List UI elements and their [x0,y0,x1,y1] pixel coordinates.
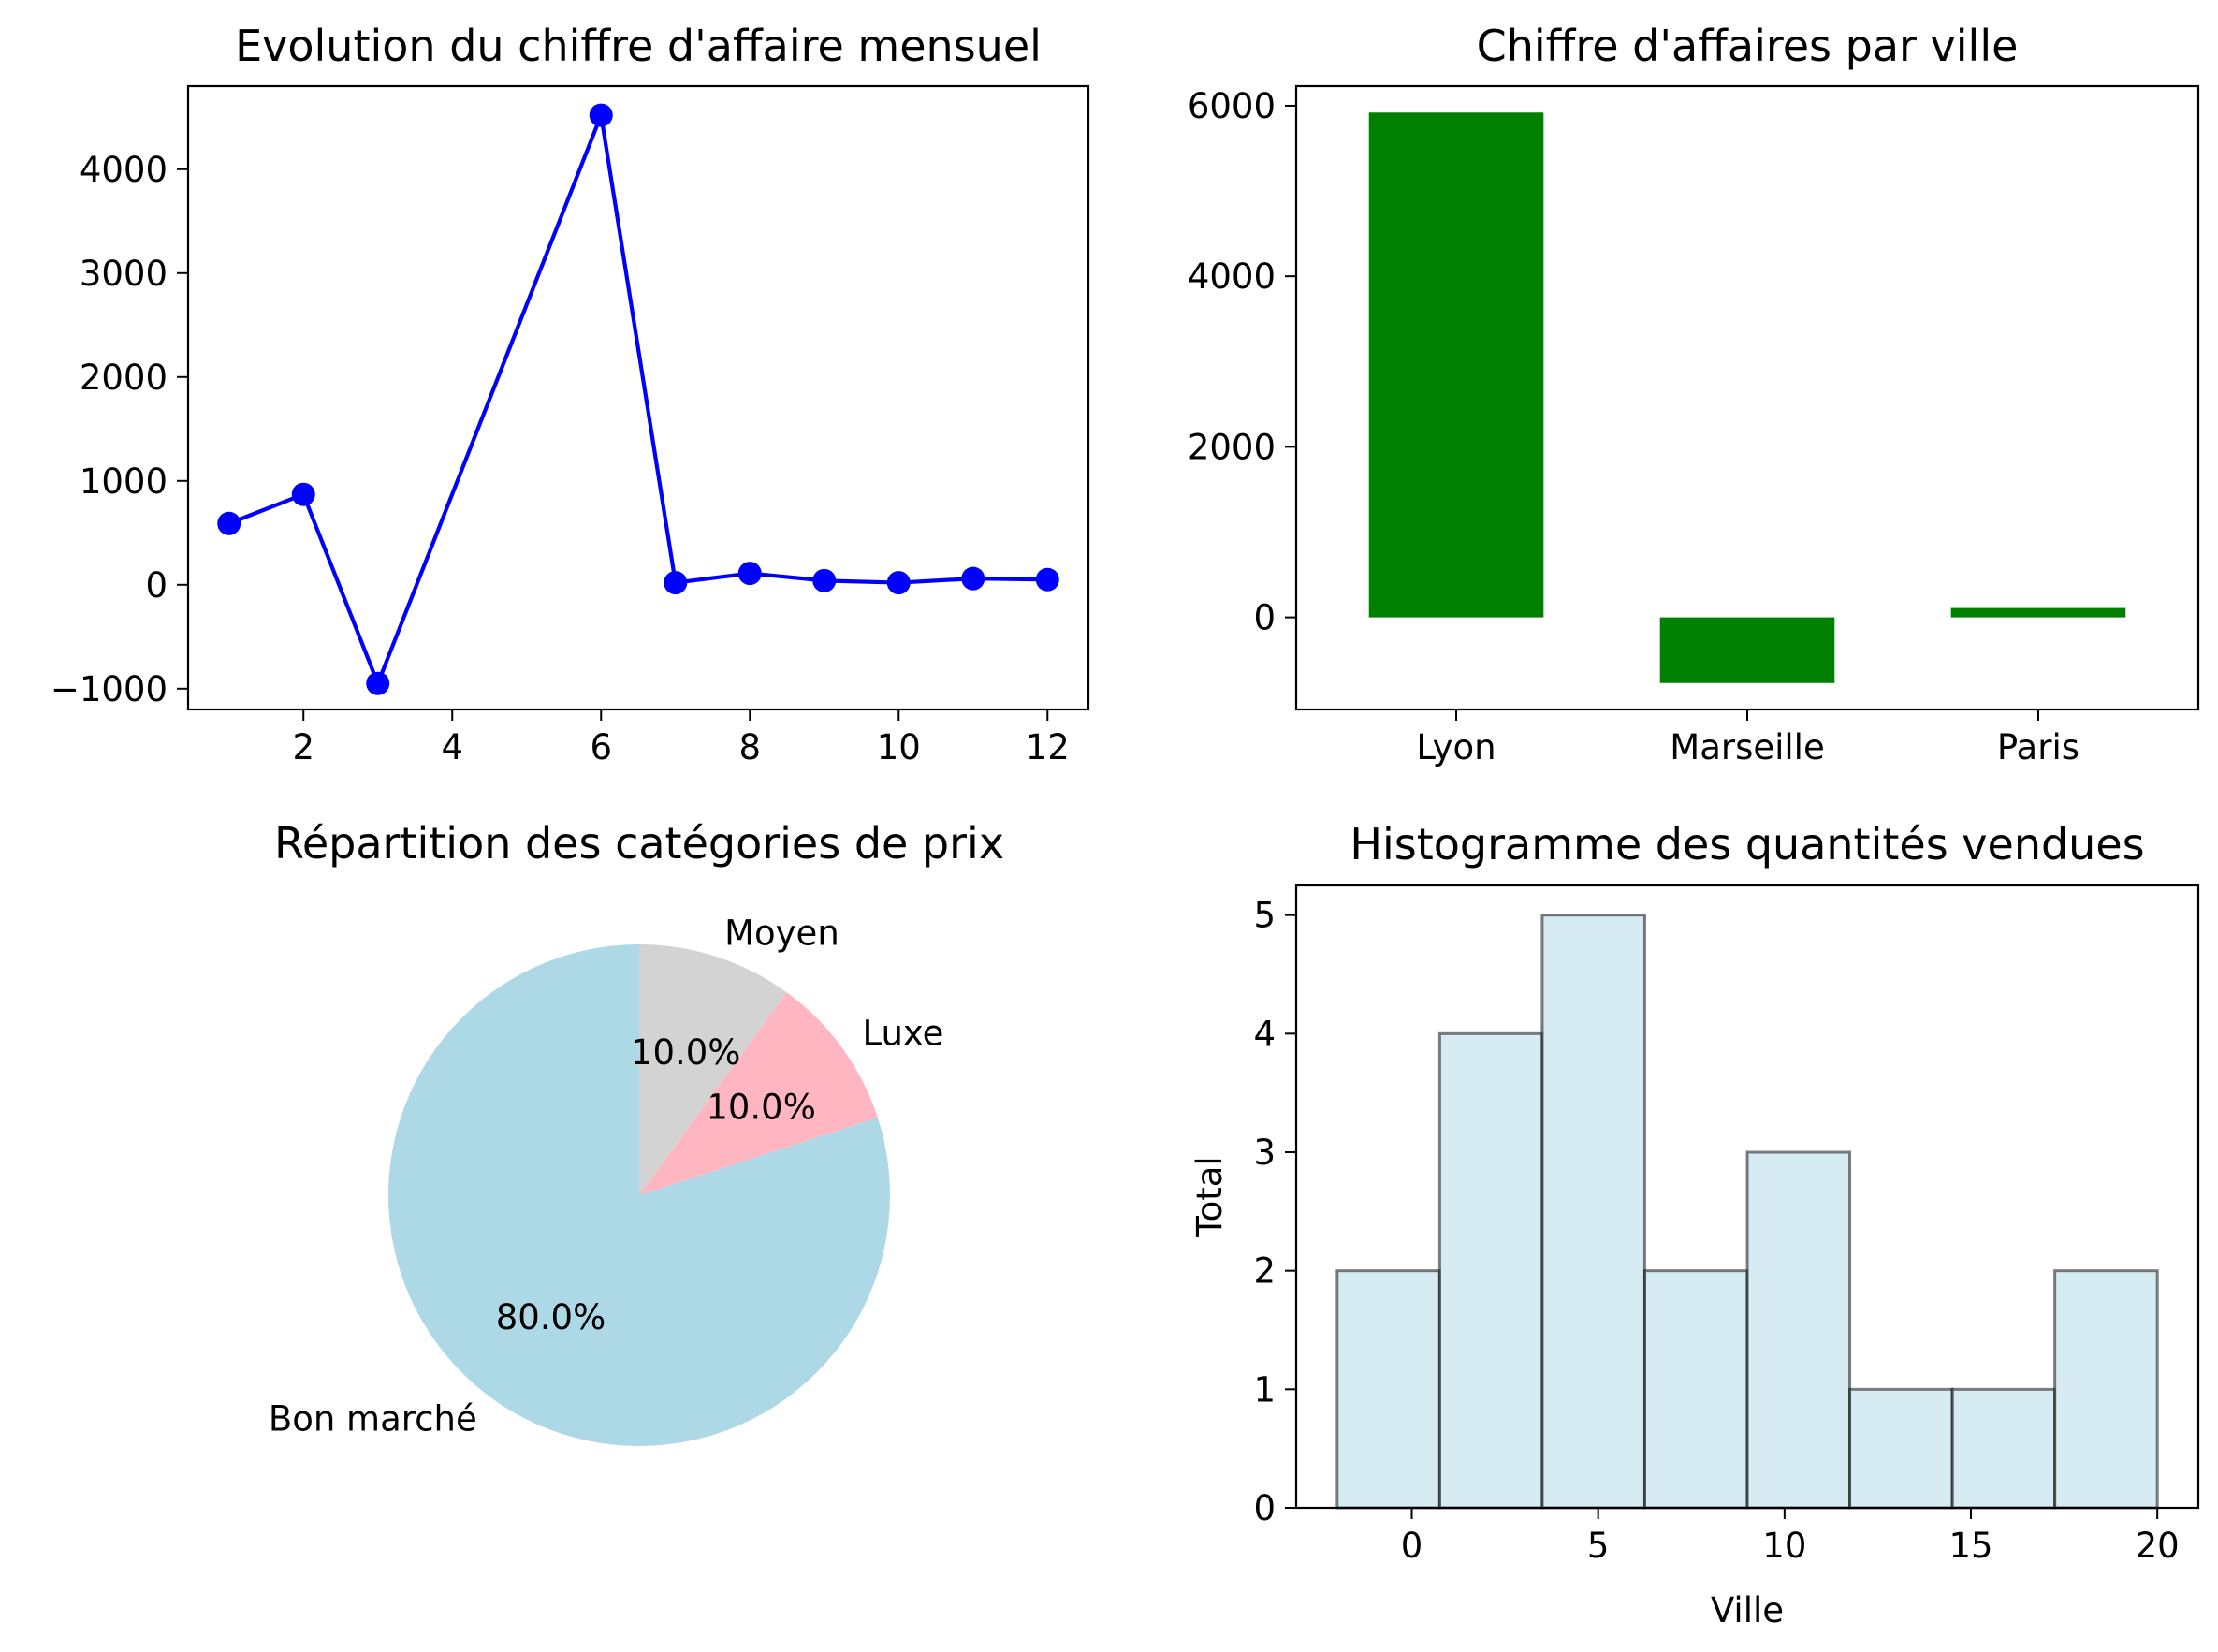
histogram-bar [1540,914,1646,1510]
chart-title: Evolution du chiffre d'affaire mensuel [235,21,1042,71]
y-tick-label: 4 [1253,1014,1276,1054]
x-axis-label: Ville [1711,1590,1784,1630]
histogram-bar [1437,1031,1544,1510]
x-tick-label: Paris [1997,727,2079,768]
bar [1368,112,1544,618]
data-point [291,482,315,506]
plot-frame [186,84,1090,711]
x-tick-label: 10 [877,727,921,768]
slice-label: Bon marché [269,1398,477,1439]
y-tick-label: 1 [1253,1369,1276,1410]
slice-label: Luxe [862,1014,943,1054]
slice-percent-label: 10.0% [706,1087,816,1127]
slice-percent-label: 10.0% [631,1032,741,1073]
y-tick-label: 3 [1253,1133,1276,1173]
data-point [217,511,241,535]
y-axis-label: Total [1189,1156,1230,1237]
histogram-bar [1335,1269,1441,1510]
data-point [812,568,837,592]
x-tick-label: 10 [1762,1526,1806,1566]
plot-frame [1294,84,2200,711]
y-tick-label: 4000 [1188,256,1276,297]
slice-label: Moyen [724,914,839,954]
y-tick-label: −1000 [51,669,168,709]
y-tick-label: 5 [1253,896,1276,936]
pie-slice [639,992,878,1195]
data-point [961,566,985,591]
data-point [589,103,613,127]
data-point [366,671,390,695]
x-tick-label: 6 [590,727,612,768]
chart-title: Répartition des catégories de prix [274,818,1004,869]
y-tick-label: 4000 [80,150,168,190]
data-point [664,571,688,595]
y-tick-label: 0 [145,565,168,606]
y-tick-label: 3000 [80,254,168,294]
x-tick-label: 8 [738,727,761,768]
pie-slice [639,944,787,1195]
x-tick-label: Marseille [1670,727,1824,768]
histogram-bar [1642,1269,1749,1510]
y-tick-label: 2 [1253,1251,1276,1292]
histogram-bar [1950,1387,2057,1510]
y-tick-label: 6000 [1188,86,1276,126]
chart-title: Histogramme des quantités vendues [1350,819,2144,870]
x-tick-label: Lyon [1416,727,1496,768]
chart-title: Chiffre d'affaires par ville [1477,21,2019,71]
series-line [227,108,1048,689]
data-point [886,571,911,595]
histogram-bar [1848,1387,1954,1510]
histogram-bar [2053,1269,2159,1510]
x-tick-label: 4 [441,727,463,768]
x-tick-label: 2 [292,727,314,768]
x-tick-label: 12 [1026,727,1070,768]
y-tick-label: 2000 [1188,427,1276,467]
y-tick-label: 0 [1253,598,1276,638]
x-tick-label: 5 [1587,1526,1610,1566]
x-tick-label: 0 [1401,1526,1423,1566]
bar [1950,607,2126,618]
y-tick-label: 2000 [80,358,168,398]
x-tick-label: 20 [2136,1526,2180,1566]
data-point [737,562,762,586]
y-tick-label: 0 [1253,1488,1276,1528]
y-tick-label: 1000 [80,461,168,502]
slice-percent-label: 80.0% [496,1297,606,1338]
data-point [1035,567,1059,592]
plot-frame [1294,884,2200,1510]
bar [1659,617,1835,683]
histogram-bar [1745,1150,1852,1510]
x-tick-label: 15 [1948,1526,1992,1566]
